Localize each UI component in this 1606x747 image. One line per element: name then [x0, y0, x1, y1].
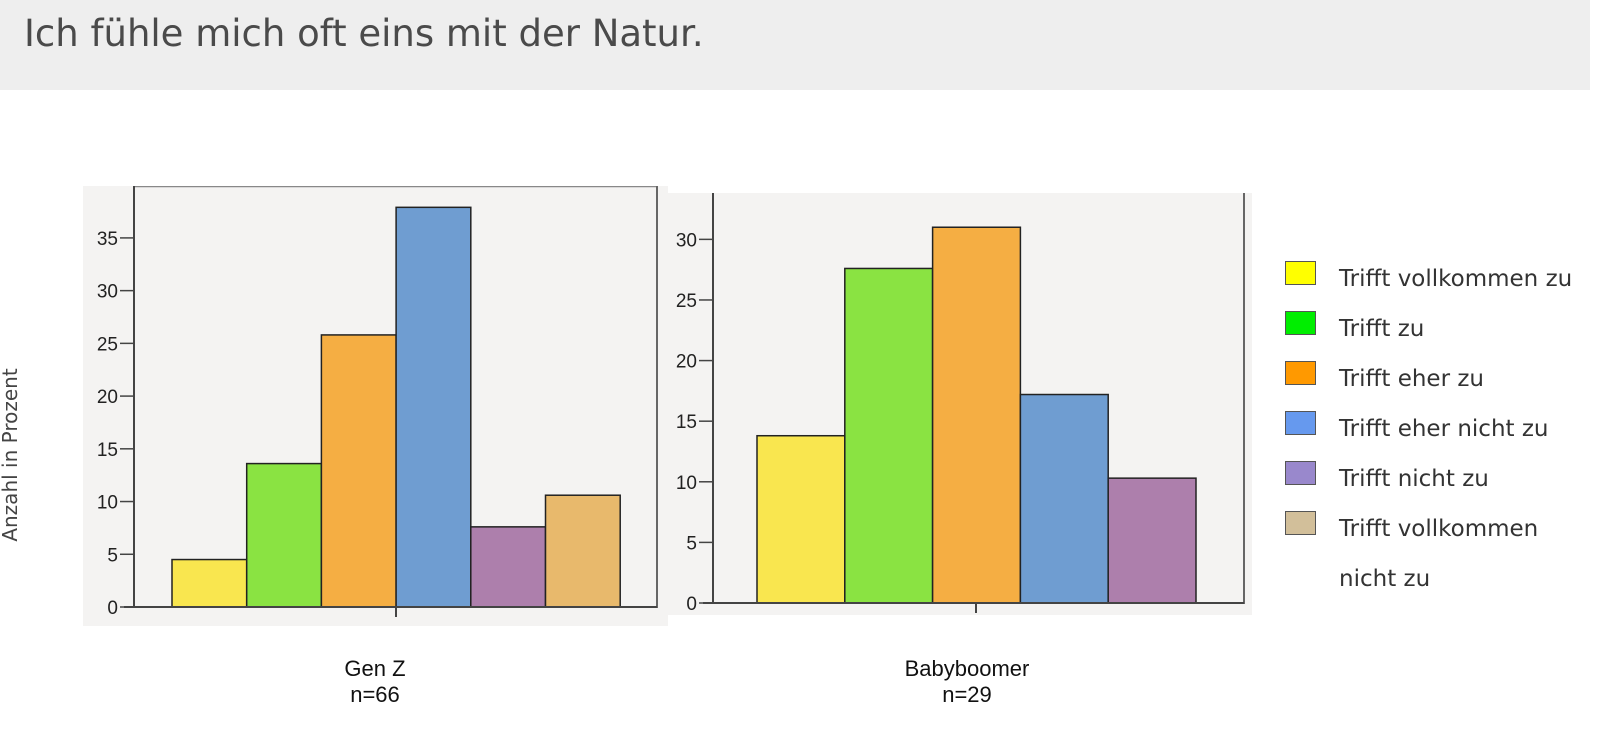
y-tick-label: 0 — [686, 594, 697, 615]
legend-swatch — [1285, 361, 1316, 385]
header: Ich fühle mich oft eins mit der Natur. — [0, 0, 1590, 90]
legend-item: Trifft eher zu — [1285, 358, 1605, 408]
y-tick-label: 5 — [686, 533, 697, 554]
n-label: n=29 — [942, 682, 992, 707]
legend-label: Trifft eher nicht zu — [1339, 416, 1549, 442]
chart-gen-z: 0 5 10 15 20 25 30 35 — [83, 186, 668, 626]
legend-item: Trifft nicht zu — [1285, 458, 1605, 508]
bar — [844, 267, 934, 604]
y-tick-label: 10 — [676, 473, 697, 494]
legend: Trifft vollkommen zu Trifft zu Trifft eh… — [1285, 258, 1605, 608]
legend-label: Trifft eher zu — [1339, 366, 1484, 392]
legend-swatch — [1285, 261, 1316, 285]
legend-label: Trifft zu — [1339, 316, 1425, 342]
bar — [544, 494, 621, 608]
n-label: n=66 — [350, 682, 400, 707]
bar — [245, 462, 323, 608]
legend-item: Trifft zu — [1285, 308, 1605, 358]
chart-babyboomer: 0 5 10 15 20 25 30 — [668, 193, 1252, 615]
legend-swatch — [1285, 511, 1316, 535]
y-tick-label: 0 — [107, 598, 118, 619]
caption-babyboomer: Babyboomer n=29 — [857, 656, 1077, 708]
legend-label: Trifft vollkommen zu — [1339, 266, 1573, 292]
y-tick-label: 30 — [97, 282, 118, 303]
y-tick-label: 25 — [97, 334, 118, 355]
y-tick-label: 15 — [676, 412, 697, 433]
y-tick-label: 30 — [676, 230, 697, 251]
y-tick-label: 5 — [107, 545, 118, 566]
y-axis-label: Anzahl in Prozent — [0, 368, 22, 542]
legend-label: Trifft vollkommen nicht zu — [1339, 516, 1539, 592]
bar — [756, 434, 846, 604]
bar — [1019, 393, 1109, 604]
bar — [171, 558, 248, 608]
legend-swatch — [1285, 311, 1316, 335]
legend-item: Trifft vollkommen zu — [1285, 258, 1605, 308]
legend-item: Trifft vollkommen nicht zu — [1285, 508, 1605, 608]
bar — [320, 334, 397, 608]
bar — [470, 526, 547, 608]
legend-label: Trifft nicht zu — [1339, 466, 1489, 492]
y-tick-label: 35 — [97, 229, 118, 250]
y-tick-label: 10 — [97, 493, 118, 514]
caption-gen-z: Gen Z n=66 — [275, 656, 475, 708]
legend-item: Trifft eher nicht zu — [1285, 408, 1605, 458]
bar — [395, 206, 472, 608]
page-title: Ich fühle mich oft eins mit der Natur. — [24, 12, 704, 55]
y-tick-label: 20 — [97, 387, 118, 408]
legend-swatch — [1285, 411, 1316, 435]
group-label: Gen Z — [344, 656, 406, 681]
y-tick-label: 15 — [97, 440, 118, 461]
bar — [931, 226, 1022, 604]
bar — [1107, 477, 1197, 604]
y-tick-label: 20 — [676, 352, 697, 373]
group-label: Babyboomer — [904, 656, 1030, 681]
y-tick-label: 25 — [676, 291, 697, 312]
legend-swatch — [1285, 461, 1316, 485]
